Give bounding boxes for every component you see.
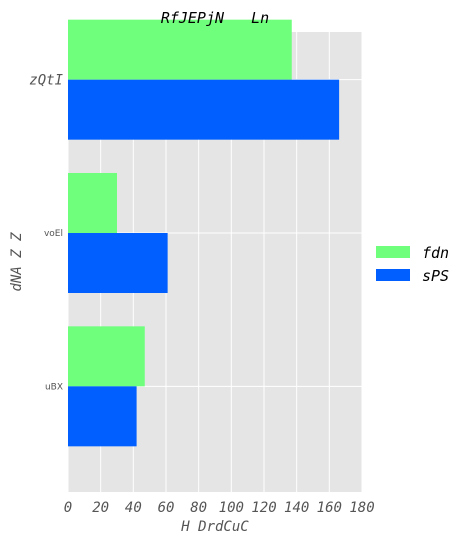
bar-fdn-zqti [68, 19, 292, 80]
legend-swatch-sps [376, 269, 410, 281]
x-tick-label: 20 [92, 500, 109, 516]
y-tick-label: uBX [45, 382, 63, 392]
y-axis-label: dNA Z Z [9, 232, 25, 292]
legend-label-sps: sPS [422, 267, 449, 285]
x-tick-label: 40 [125, 500, 142, 516]
bar-sps-zqti [68, 79, 340, 140]
x-tick-label: 60 [158, 500, 175, 516]
legend-swatch-fdn [376, 246, 410, 258]
x-tick-labels: 0 20 40 60 80 100 120 140 160 180 [64, 500, 375, 516]
x-tick-label: 160 [317, 500, 342, 516]
legend: fdn sPS [376, 244, 449, 285]
x-tick-label: 120 [251, 500, 276, 516]
y-tick-label: voEl [44, 229, 63, 239]
bar-fdn-ubx [68, 326, 145, 387]
x-axis-label: H DrdCuC [180, 519, 249, 535]
bars [68, 19, 340, 447]
bar-sps-ubx [68, 386, 137, 447]
x-tick-label: 180 [349, 500, 374, 516]
y-tick-labels: zQtI voEl uBX [29, 73, 63, 393]
chart-title: RfJEPjN Ln [161, 9, 269, 27]
legend-label-fdn: fdn [422, 244, 449, 262]
x-tick-label: 80 [190, 500, 207, 516]
bar-sps-voel [68, 233, 168, 293]
bar-fdn-voel [68, 173, 117, 233]
x-tick-label: 140 [284, 500, 309, 516]
y-tick-label: zQtI [29, 73, 63, 89]
x-tick-label: 100 [219, 500, 244, 516]
x-tick-label: 0 [64, 500, 72, 516]
